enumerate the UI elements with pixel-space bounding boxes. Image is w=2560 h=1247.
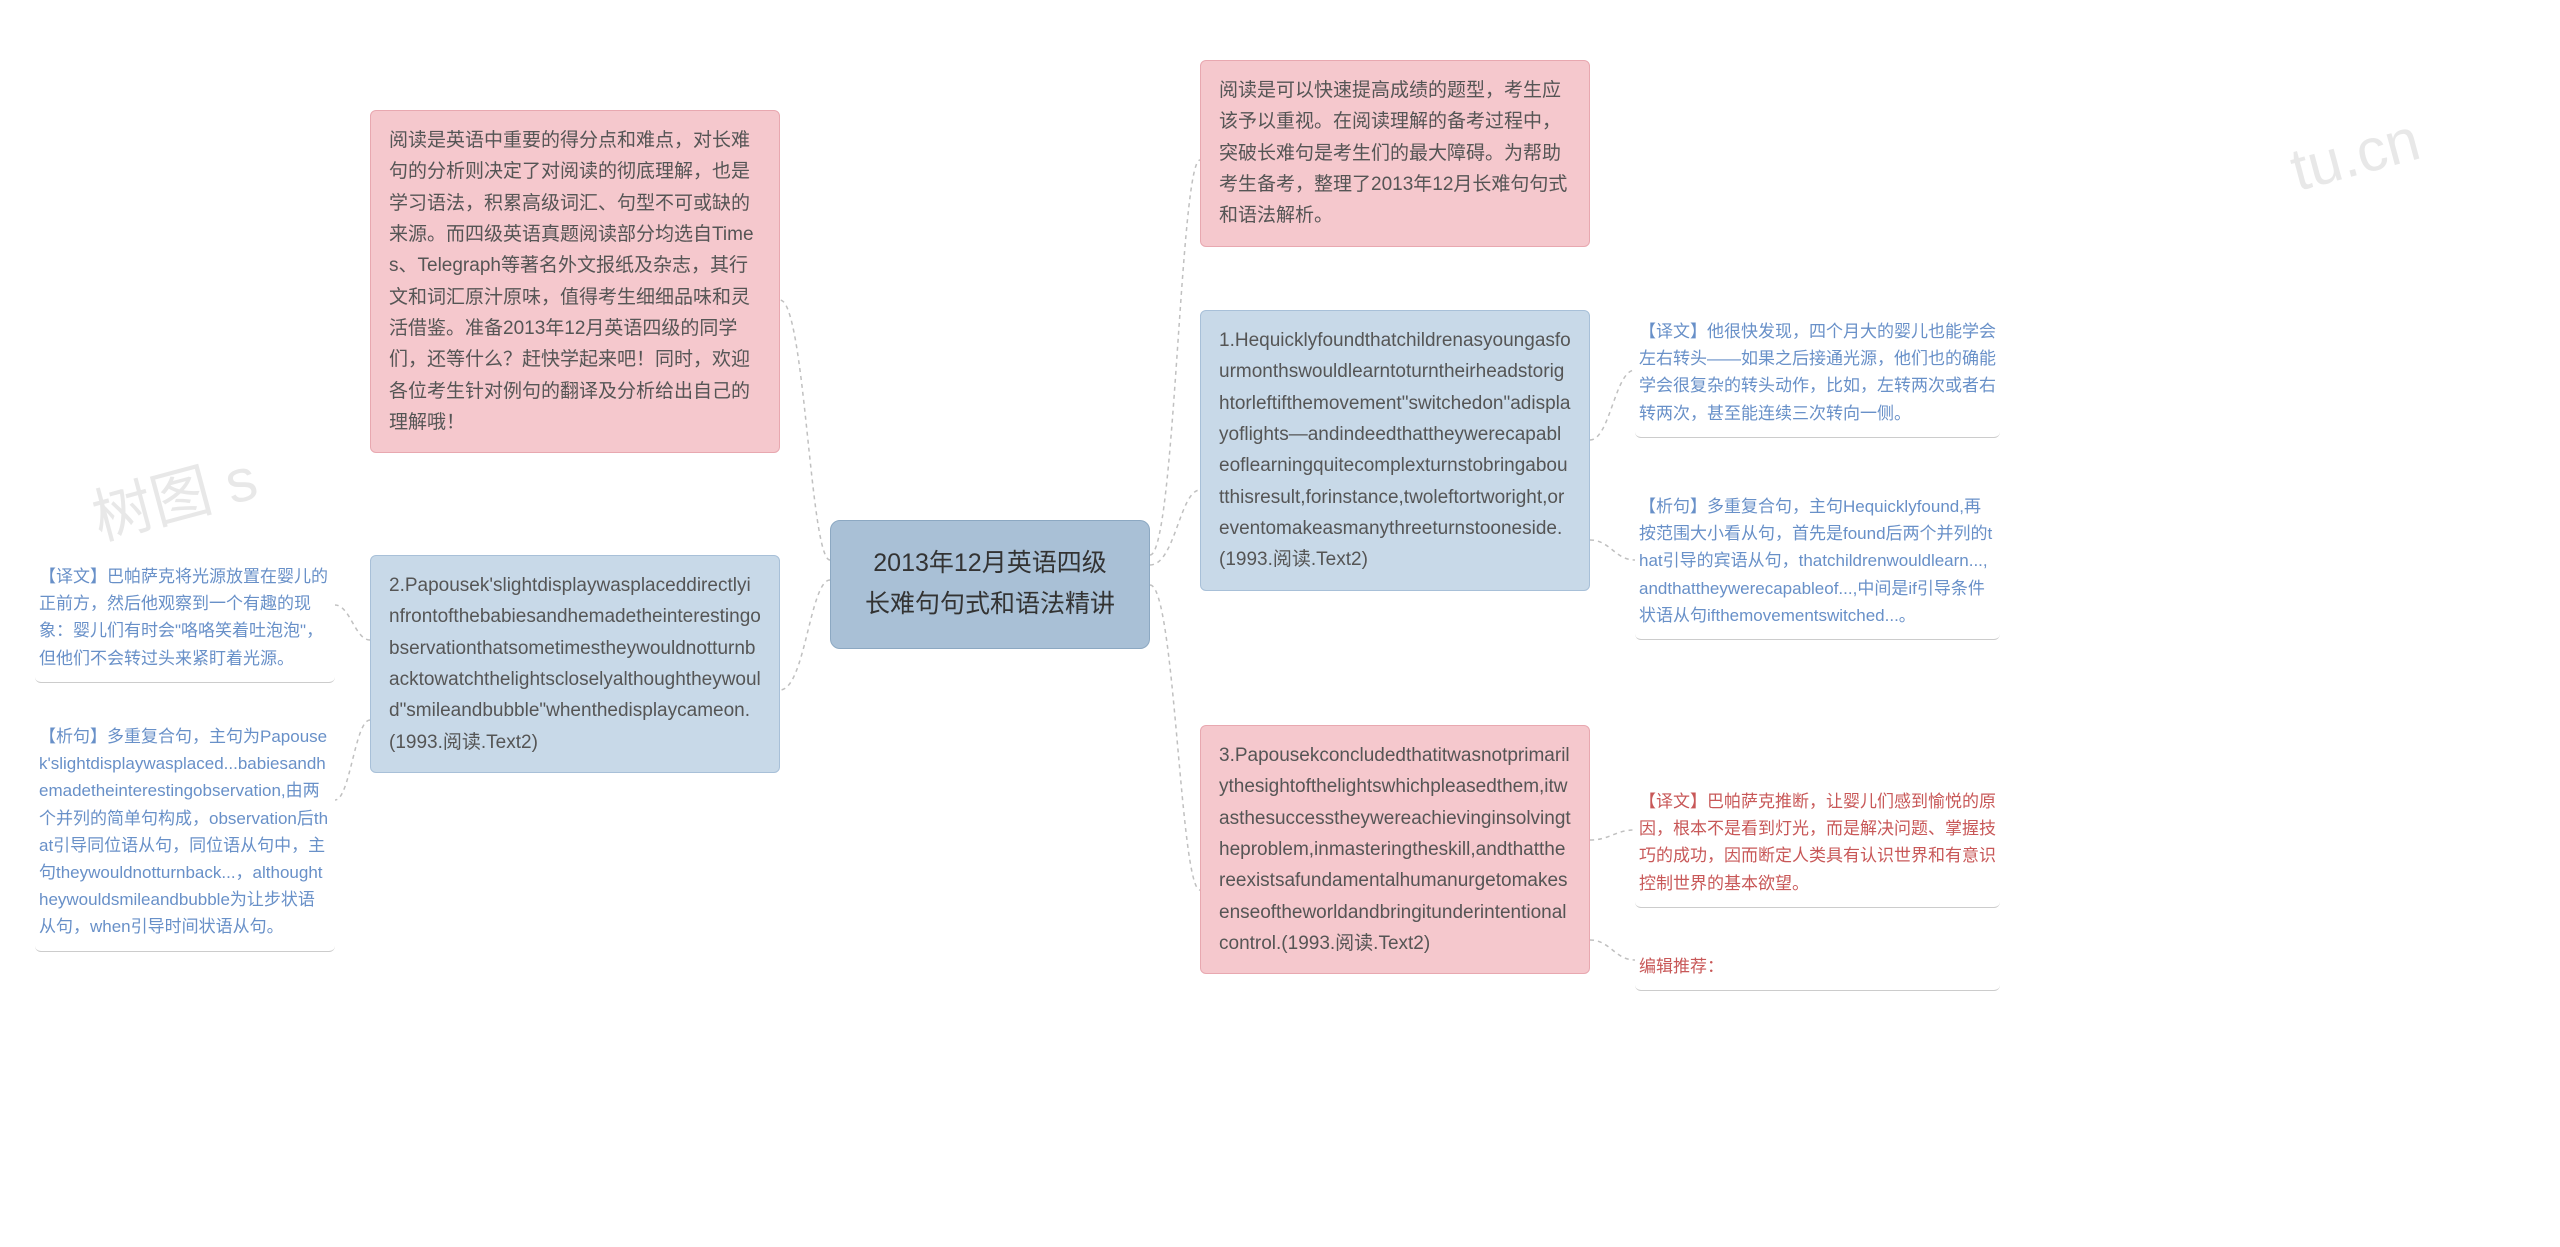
right-intro-node: 阅读是可以快速提高成绩的题型，考生应该予以重视。在阅读理解的备考过程中，突破长难… xyxy=(1200,60,1590,247)
watermark-left: 树图 s xyxy=(82,430,266,557)
left-item2-parse: 【析句】多重复合句，主句为Papousek'slightdisplaywaspl… xyxy=(35,715,335,952)
right-item1-node: 1.Hequicklyfoundthatchildrenasyoungasfou… xyxy=(1200,310,1590,591)
right-item1-translation: 【译文】他很快发现，四个月大的婴儿也能学会左右转头——如果之后接通光源，他们也的… xyxy=(1635,310,2000,438)
left-item2-translation: 【译文】巴帕萨克将光源放置在婴儿的正前方，然后他观察到一个有趣的现象：婴儿们有时… xyxy=(35,555,335,683)
watermark-right: tu.cn xyxy=(2283,104,2427,204)
right-item3-edit: 编辑推荐： xyxy=(1635,945,2000,991)
right-item3-node: 3.Papousekconcludedthatitwasnotprimarily… xyxy=(1200,725,1590,974)
left-item2-node: 2.Papousek'slightdisplaywasplaceddirectl… xyxy=(370,555,780,773)
left-intro-node: 阅读是英语中重要的得分点和难点，对长难句的分析则决定了对阅读的彻底理解，也是学习… xyxy=(370,110,780,453)
center-node: 2013年12月英语四级长难句句式和语法精讲 xyxy=(830,520,1150,649)
right-item3-translation: 【译文】巴帕萨克推断，让婴儿们感到愉悦的原因，根本不是看到灯光，而是解决问题、掌… xyxy=(1635,780,2000,908)
right-item1-parse: 【析句】多重复合句，主句Hequicklyfound,再按范围大小看从句，首先是… xyxy=(1635,485,2000,640)
